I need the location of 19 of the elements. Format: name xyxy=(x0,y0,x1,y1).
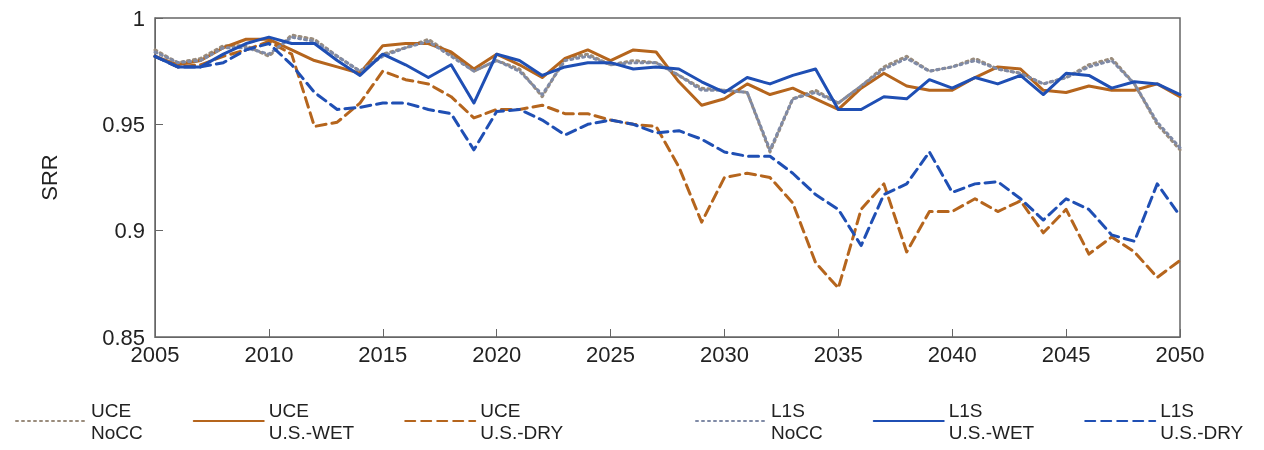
x-tick-label: 2015 xyxy=(358,341,408,367)
legend-label: UCE U.S.-DRY xyxy=(480,399,564,443)
x-tick-label: 2025 xyxy=(586,341,636,367)
legend-label: UCE NoCC xyxy=(91,399,143,443)
legend-label: UCE U.S.-WET xyxy=(268,399,355,443)
x-tick-label: 2030 xyxy=(699,341,749,367)
legend-label: L1S NoCC xyxy=(771,399,823,443)
x-tick-label: 2040 xyxy=(927,341,977,367)
x-tick-label: 2050 xyxy=(1155,341,1205,367)
x-tick-label: 2010 xyxy=(244,341,294,367)
legend-label: L1S U.S.-WET xyxy=(948,399,1035,443)
x-tick-label: 2035 xyxy=(813,341,863,367)
x-tick-label: 2045 xyxy=(1041,341,1091,367)
y-tick-label: 0.9 xyxy=(114,218,145,244)
x-tick-label: 2020 xyxy=(472,341,522,367)
legend-label: L1S U.S.-DRY xyxy=(1160,399,1244,443)
y-axis-title: SRR xyxy=(36,154,62,201)
y-tick-label: 0.95 xyxy=(102,111,145,137)
y-tick-label: 1 xyxy=(132,5,145,31)
